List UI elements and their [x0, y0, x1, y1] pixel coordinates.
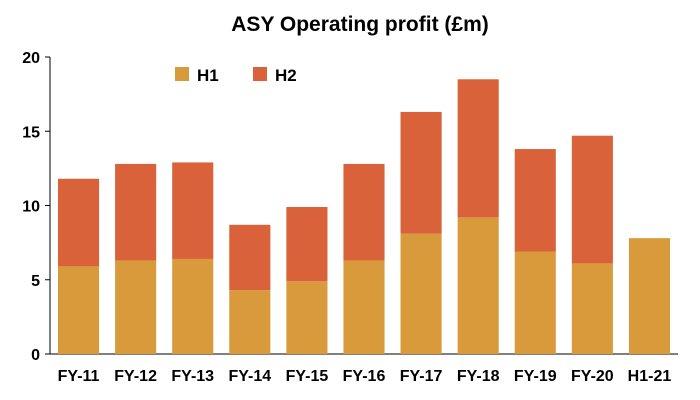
- bar-h2: [457, 79, 499, 218]
- y-tick-label: 0: [31, 347, 40, 364]
- bar-h1: [57, 266, 100, 354]
- x-tick-label: H1-21: [628, 368, 672, 385]
- x-tick-label: FY-15: [286, 368, 329, 385]
- bar-h1: [514, 251, 556, 354]
- bar-h1: [115, 260, 157, 354]
- y-tick-label: 10: [22, 199, 40, 216]
- bar-h2: [115, 163, 157, 261]
- bar-h1: [172, 258, 214, 354]
- x-tick-label: FY-13: [171, 368, 214, 385]
- bar-h2: [229, 224, 271, 291]
- bar-h1: [457, 217, 499, 354]
- legend-swatch-h2: [253, 67, 267, 81]
- bar-h2: [571, 135, 613, 264]
- legend: H1 H2: [175, 66, 297, 85]
- bar-h1: [628, 238, 671, 354]
- bar-h1: [571, 263, 613, 354]
- bar-h2: [286, 206, 328, 282]
- bar-h1: [400, 233, 442, 354]
- bar-h1: [229, 290, 271, 354]
- x-tick-label: FY-11: [58, 368, 100, 385]
- chart-title: ASY Operating profit (£m): [231, 13, 488, 36]
- x-tick-label: FY-16: [343, 368, 386, 385]
- bar-h2: [514, 149, 556, 252]
- x-tick-label: FY-20: [571, 368, 614, 385]
- legend-label-h1: H1: [197, 66, 219, 85]
- x-tick-label: FY-19: [514, 368, 557, 385]
- plot-area: 0 5 10 15 20 FY-11 FY-12 FY-13 FY-14 FY-15 FY-16 FY…: [22, 50, 678, 385]
- x-tick-label: FY-17: [400, 368, 443, 385]
- y-tick-label: 5: [31, 273, 40, 290]
- y-tick-label: 20: [22, 50, 40, 67]
- x-tick-label: FY-18: [457, 368, 500, 385]
- y-tick-label: 15: [22, 124, 40, 141]
- bar-h1: [286, 281, 328, 354]
- legend-swatch-h1: [175, 67, 189, 81]
- bar-h2: [400, 111, 442, 234]
- bar-h2: [57, 178, 100, 267]
- legend-label-h2: H2: [275, 66, 297, 85]
- x-tick-label: FY-14: [228, 368, 271, 385]
- x-tick-label: FY-12: [114, 368, 157, 385]
- bar-h1: [343, 260, 385, 354]
- bar-h2: [172, 162, 214, 259]
- bar-h2: [343, 163, 385, 261]
